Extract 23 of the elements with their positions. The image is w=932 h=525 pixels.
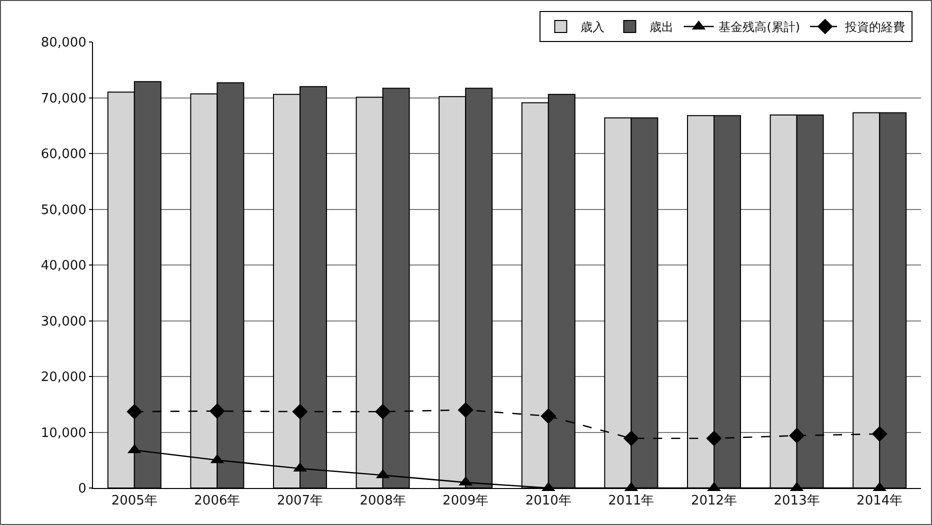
x-tick-label: 2012年 bbox=[690, 494, 738, 509]
y-tick-label: 40,000 bbox=[40, 258, 86, 274]
x-tick-label: 2014年 bbox=[856, 494, 903, 509]
y-tick-label: 80,000 bbox=[40, 36, 86, 51]
x-tick-label: 2005年 bbox=[111, 494, 158, 509]
x-tick-label: 2010年 bbox=[525, 494, 572, 509]
x-tick-label: 2013年 bbox=[774, 494, 820, 509]
y-tick-label: 0 bbox=[78, 482, 86, 497]
x-tick-label: 2008年 bbox=[360, 494, 406, 509]
y-tick-label: 60,000 bbox=[40, 147, 86, 162]
x-tick-label: 2011年 bbox=[608, 494, 654, 509]
legend-label: 投資的経費 bbox=[844, 20, 906, 34]
legend-label: 基金残高(累計) bbox=[718, 20, 800, 34]
x-tick-label: 2009年 bbox=[442, 494, 489, 509]
y-tick-label: 30,000 bbox=[40, 314, 86, 330]
legend-label: 歳入 bbox=[580, 20, 605, 34]
y-tick-label: 50,000 bbox=[40, 202, 86, 218]
legend-label: 歳出 bbox=[650, 20, 674, 34]
y-tick-label: 70,000 bbox=[40, 91, 86, 106]
x-tick-label: 2007年 bbox=[276, 494, 324, 509]
y-tick-label: 20,000 bbox=[40, 370, 86, 386]
x-tick-label: 2006年 bbox=[194, 494, 240, 509]
y-tick-label: 10,000 bbox=[40, 426, 86, 441]
